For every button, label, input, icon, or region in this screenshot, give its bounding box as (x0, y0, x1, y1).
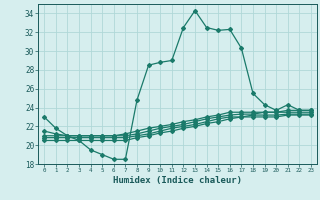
X-axis label: Humidex (Indice chaleur): Humidex (Indice chaleur) (113, 176, 242, 185)
